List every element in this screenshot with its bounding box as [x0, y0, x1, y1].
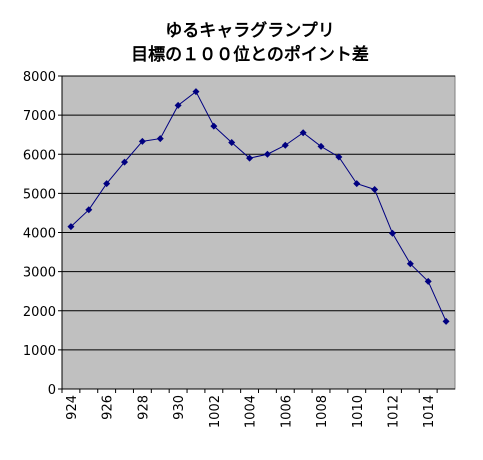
y-tick-label: 6000	[23, 148, 56, 163]
x-tick-label: 1010	[351, 395, 366, 428]
data-marker	[192, 88, 200, 96]
chart-title: 目標の１００位とのポイント差	[131, 44, 369, 65]
y-tick-label: 2000	[23, 305, 56, 320]
y-tick-label: 3000	[23, 266, 56, 281]
x-tick-label: 1008	[315, 395, 330, 428]
data-marker	[353, 180, 361, 188]
data-marker	[424, 277, 432, 285]
y-tick-label: 4000	[23, 227, 56, 242]
x-tick-label: 1014	[422, 395, 437, 428]
data-marker	[103, 180, 111, 188]
x-tick-label: 926	[101, 395, 116, 420]
data-marker	[263, 150, 271, 158]
data-marker	[388, 229, 396, 237]
data-marker	[85, 206, 93, 214]
y-tick-label: 0	[48, 383, 56, 398]
data-marker	[121, 158, 129, 166]
data-marker	[210, 122, 218, 130]
chart-title: ゆるキャラグランプリ	[165, 20, 335, 41]
data-marker	[406, 260, 414, 268]
x-tick-label: 1006	[279, 395, 294, 428]
x-tick-label: 1002	[208, 395, 223, 428]
data-marker	[156, 135, 164, 143]
x-tick-label: 930	[172, 395, 187, 420]
x-tick-label: 924	[65, 395, 80, 420]
x-tick-label: 928	[136, 395, 151, 420]
data-marker	[299, 129, 307, 137]
data-marker	[371, 185, 379, 193]
y-tick-label: 8000	[23, 70, 56, 85]
data-marker	[442, 317, 450, 325]
data-marker	[67, 223, 75, 231]
x-tick-label: 1012	[386, 395, 401, 428]
y-tick-label: 5000	[23, 187, 56, 202]
data-marker	[228, 139, 236, 147]
data-marker	[246, 154, 254, 162]
y-tick-label: 7000	[23, 109, 56, 124]
x-tick-label: 1004	[244, 395, 259, 428]
data-marker	[174, 101, 182, 109]
series-line	[70, 90, 447, 322]
data-marker	[317, 142, 325, 150]
y-tick-label: 1000	[23, 344, 56, 359]
data-marker	[281, 141, 289, 149]
data-marker	[335, 153, 343, 161]
data-marker	[138, 137, 146, 145]
